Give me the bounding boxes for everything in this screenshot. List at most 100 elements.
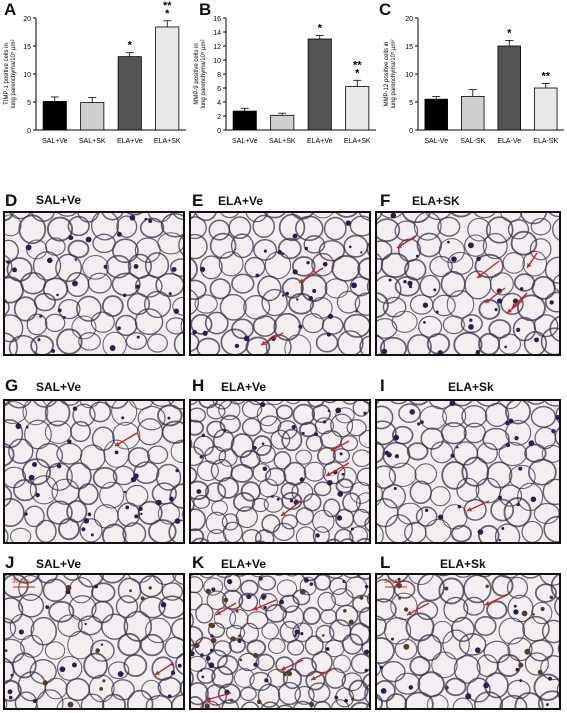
- alveolus: [377, 693, 383, 708]
- category-label: SAL+SK: [269, 138, 296, 145]
- alveolus: [408, 575, 434, 585]
- nucleus: [309, 701, 315, 707]
- alveolus: [366, 592, 369, 605]
- alveolus: [5, 442, 15, 467]
- alveolus: [530, 405, 557, 428]
- nucleus: [177, 663, 182, 668]
- alveolus: [377, 523, 384, 542]
- alveolus: [21, 458, 52, 486]
- alveolus: [381, 660, 406, 683]
- alveolus: [68, 595, 97, 621]
- alveolus: [391, 310, 418, 333]
- alveolus: [101, 613, 129, 640]
- nucleus: [208, 662, 215, 669]
- alveolus: [60, 401, 80, 406]
- nucleus: [167, 416, 171, 420]
- nucleus: [364, 668, 368, 673]
- alveolus: [282, 668, 302, 690]
- alveolus: [230, 233, 254, 259]
- alveolus: [24, 505, 45, 528]
- alveolus: [500, 292, 524, 316]
- alveolus: [237, 652, 260, 672]
- alveolus: [482, 232, 508, 260]
- alveolus: [104, 401, 129, 409]
- significance-marker: **: [353, 59, 362, 71]
- nucleus: [308, 295, 314, 301]
- nucleus: [530, 496, 537, 503]
- alveolus: [217, 477, 240, 499]
- nucleus: [199, 669, 203, 672]
- alveolus: [377, 465, 397, 489]
- alveolus: [254, 540, 266, 542]
- alveolus: [199, 255, 223, 280]
- alveolus: [335, 604, 359, 627]
- alveolus: [478, 524, 500, 542]
- arrowhead: [206, 696, 211, 702]
- nucleus: [261, 596, 266, 600]
- alveolus: [196, 460, 219, 482]
- alveolus: [544, 256, 559, 284]
- alveolus: [199, 575, 215, 579]
- nucleus: [42, 680, 49, 686]
- arrow: [476, 260, 500, 279]
- alveolus: [12, 479, 38, 502]
- nucleus: [239, 658, 243, 662]
- nucleus: [513, 609, 519, 615]
- nucleus: [57, 308, 62, 313]
- alveolus: [79, 518, 103, 542]
- alveolus: [89, 401, 112, 423]
- nucleus: [148, 586, 152, 590]
- alveolus: [337, 330, 364, 354]
- alveolus: [70, 420, 91, 443]
- alveolus: [6, 401, 32, 409]
- alveolus: [503, 497, 532, 528]
- alveolus: [453, 654, 481, 684]
- alveolus: [541, 619, 559, 644]
- y-tick-label: 16: [213, 16, 221, 23]
- category-label: SAL-SK: [460, 138, 485, 145]
- alveolus: [476, 401, 501, 407]
- alveolus: [312, 526, 330, 542]
- alveolus: [99, 481, 125, 509]
- nucleus: [65, 589, 71, 595]
- micro-title-l: ELA+Sk: [440, 557, 486, 571]
- nucleus: [243, 335, 250, 342]
- nucleus: [263, 605, 267, 610]
- alveolus: [101, 693, 127, 708]
- alveolus: [191, 537, 210, 542]
- nucleus: [292, 269, 298, 275]
- alveolus: [168, 519, 183, 542]
- category-label: SAL+Ve: [232, 138, 258, 145]
- y-axis-label: MMP-12 positive cells in: [384, 42, 390, 107]
- category-label: ELA+SK: [154, 138, 181, 145]
- nucleus: [117, 326, 121, 331]
- alveolus: [266, 401, 284, 406]
- alveolus: [264, 467, 287, 487]
- nucleus: [294, 634, 297, 637]
- nucleus: [326, 479, 333, 486]
- alveolus: [240, 686, 257, 702]
- nucleus: [469, 318, 473, 322]
- alveolus: [491, 575, 514, 597]
- alveolus: [514, 692, 544, 708]
- y-tick-label: 14: [213, 30, 221, 37]
- alveolus: [191, 407, 207, 423]
- alveolus: [147, 333, 168, 353]
- alveolus: [548, 213, 559, 218]
- panel-label-j: J: [5, 553, 15, 572]
- nucleus: [474, 647, 481, 653]
- alveolus: [229, 609, 249, 630]
- alveolus: [196, 337, 221, 354]
- bar: [80, 102, 105, 131]
- alveolus: [137, 405, 166, 431]
- alveolus: [90, 639, 115, 662]
- alveolus: [281, 277, 304, 299]
- alveolus: [127, 446, 150, 468]
- alveolus: [219, 293, 247, 321]
- alveolus: [191, 446, 205, 467]
- alveolus: [450, 616, 475, 643]
- nucleus: [444, 586, 449, 591]
- scale-bar-label-j: 30 μm: [12, 579, 29, 585]
- nucleus: [302, 431, 305, 435]
- alveolus: [529, 238, 552, 261]
